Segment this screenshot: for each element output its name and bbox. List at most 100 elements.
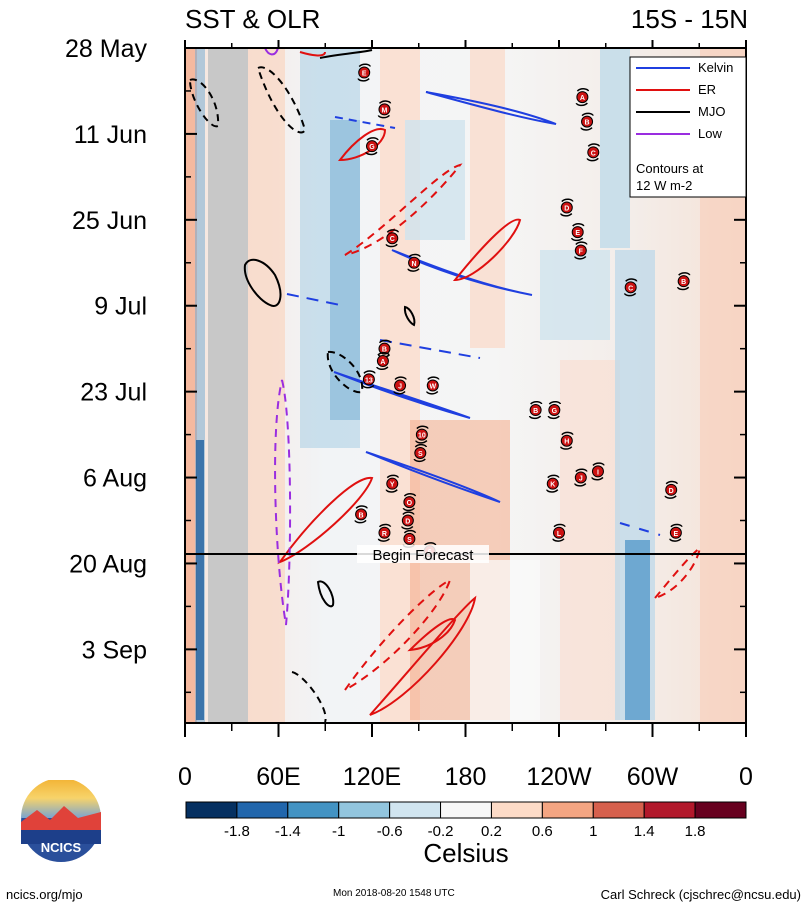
storm-marker: B [580,112,594,131]
colorbar-bin [592,801,645,819]
storm-tail [570,237,584,242]
storm-markers: EMGABCDEFCNCBBA13JWBG10HSYKJIDBODRSLE6 [354,63,691,561]
storm-dot [386,477,399,490]
storm-label: E [575,230,580,237]
y-axis: 28 May 11 Jun 25 Jun 9 Jul 23 Jul 6 Aug 20 Aug… [65,35,746,694]
storm-marker: A [376,351,390,370]
storm-tail [560,212,573,217]
storm-marker: C [385,229,400,248]
storm-tail [547,474,560,479]
storm-tail [552,538,565,542]
mjo-contours [188,49,416,723]
storm-tail [377,538,390,542]
storm-marker: M [377,100,392,119]
storm-marker: 13 [362,370,376,389]
colorbar-label: 1.4 [634,823,655,840]
storm-marker: F [574,241,588,260]
storm-marker: C [623,278,638,297]
storm-dot [362,373,375,386]
storm-marker: N [407,253,421,272]
storm-tail [546,489,559,493]
storm-label: W [429,384,436,391]
x-tick-label: 0 [178,763,192,791]
storm-dot [408,256,421,269]
storm-tail [415,440,428,444]
storm-label: B [681,279,686,286]
storm-dot [529,404,542,417]
storm-label: M [382,107,388,114]
y-tick-label: 6 Aug [83,465,147,493]
storm-dot [378,526,391,539]
storm-dot [378,103,391,116]
storm-label: E [674,531,679,538]
storm-label: J [398,384,402,391]
storm-tail [574,255,587,260]
storm-label: G [552,408,558,415]
footer-timestamp: Mon 2018-08-20 1548 UTC [333,888,455,899]
storm-tail [403,493,417,497]
storm-tail [669,538,682,542]
kelvin-contours [286,91,661,536]
colorbar-label: -0.2 [428,823,454,840]
storm-label: O [407,500,413,507]
storm-tail [362,384,375,389]
storm-dot [560,201,573,214]
storm-label: B [533,408,538,415]
storm-label: Y [390,482,395,489]
storm-marker: 10 [415,425,429,444]
storm-label: N [412,261,417,268]
storm-tail [560,446,573,450]
storm-dot [355,508,368,521]
storm-tail [363,370,376,374]
storm-dot [677,275,690,288]
storm-dot [576,91,589,104]
storm-tail [358,63,371,68]
x-axis: 0 60E 120E 180 120W 60W 0 [178,40,753,791]
storm-dot [560,434,573,447]
x-tick-label: 180 [445,763,487,791]
storm-tail [408,253,421,258]
storm-tail [575,102,588,107]
legend-label: MJO [698,104,725,119]
storm-tail [586,157,599,162]
storm-tail [401,525,414,530]
storm-marker: E [669,523,683,542]
ncics-logo: NCICS [21,780,101,862]
legend-label: Low [698,126,722,141]
storm-dot [665,483,678,496]
storm-marker: H [560,431,574,450]
storm-tail [376,366,389,370]
storm-tail [394,376,407,381]
storm-marker: G [365,137,379,156]
storm-marker: B [676,272,691,291]
y-tick-label: 11 Jun [74,121,147,149]
storm-label: S [418,451,423,458]
storm-dot [546,477,559,490]
legend-label: ER [698,82,716,97]
logo-text: NCICS [41,840,82,855]
footer-left[interactable]: ncics.org/mjo [6,887,83,902]
x-tick-label: 60W [627,763,679,791]
storm-tail [665,480,678,485]
storm-label: A [580,95,585,102]
storm-dot [587,146,600,159]
x-tick-label: 120E [343,763,401,791]
storm-label: D [564,206,569,213]
storm-tail [561,198,574,203]
storm-tail [355,505,368,509]
colorbar-bin [287,801,340,819]
storm-dot [591,465,604,478]
y-tick-label: 3 Sep [82,636,147,664]
storm-tail [581,112,594,117]
storm-tail [385,243,398,248]
storm-tail [366,137,379,141]
storm-dot [414,447,427,459]
storm-marker: I [591,462,605,481]
storm-tail [427,376,440,381]
colorbar-bin [236,801,289,819]
storm-dot [574,244,587,257]
storm-tail [574,482,587,487]
storm-tail [547,415,560,420]
forecast-label: Begin Forecast [373,547,475,564]
